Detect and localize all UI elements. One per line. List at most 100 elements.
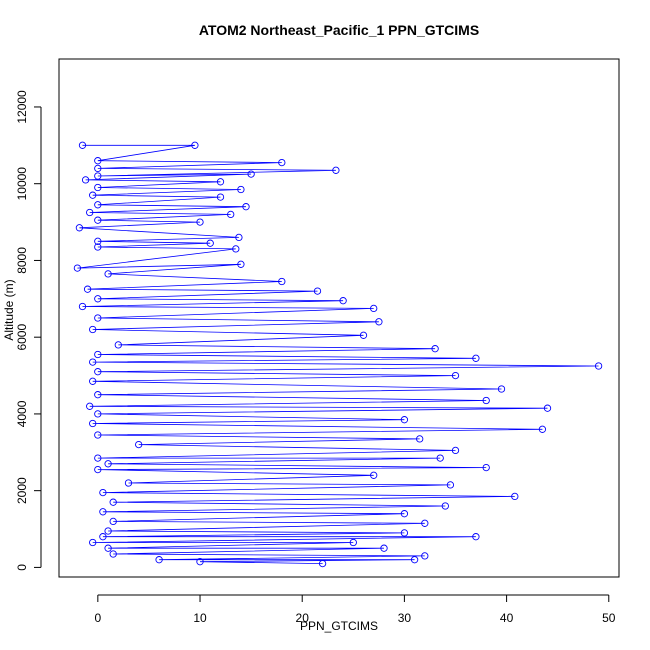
y-axis-label: Altitude (m) [2, 279, 16, 340]
y-tick-label: 8000 [15, 247, 29, 274]
data-point [94, 410, 102, 418]
data-point [349, 538, 357, 547]
data-point [81, 176, 90, 184]
data-point [242, 203, 250, 211]
x-axis: 0 10 20 30 40 50 [94, 594, 616, 625]
data-point [375, 318, 383, 326]
data-point [89, 358, 97, 366]
data-point [543, 404, 552, 412]
data-point [410, 556, 419, 564]
data-point [109, 498, 117, 506]
data-point [75, 224, 84, 232]
data-point [86, 208, 94, 217]
data-point [594, 362, 603, 370]
data-point [94, 216, 102, 224]
data-point [538, 425, 547, 433]
data-point [216, 178, 225, 186]
data-point [94, 454, 102, 462]
data-point [446, 481, 455, 489]
data-point [196, 558, 204, 566]
data-point [94, 431, 102, 439]
data-point [196, 218, 204, 226]
chart-title: ATOM2 Northeast_Pacific_1 PPN_GTCIMS [199, 22, 479, 38]
data-point [332, 166, 340, 174]
data-point [472, 533, 480, 541]
data-point [94, 314, 102, 322]
data-point [421, 519, 429, 527]
data-point [124, 479, 133, 487]
data-point [94, 183, 102, 192]
data-point [278, 277, 286, 286]
x-axis-label: PPN_GTCIMS [300, 619, 378, 633]
data-point [482, 396, 490, 405]
data-point [99, 508, 107, 516]
data-point [206, 239, 214, 247]
data-point [83, 285, 92, 293]
y-axis: 0 2000 4000 6000 8000 10000 12000 [15, 90, 42, 571]
data-point [482, 463, 490, 472]
data-point [89, 191, 97, 199]
data-point [313, 287, 322, 295]
data-point [451, 371, 460, 380]
y-tick-label: 10000 [15, 167, 29, 201]
data-point [94, 295, 102, 303]
data-point [318, 559, 327, 568]
data-point [94, 164, 102, 173]
data-point [370, 304, 378, 313]
data-point [99, 533, 107, 541]
data-point [416, 435, 424, 443]
data-point [109, 550, 117, 558]
x-tick-label: 0 [94, 611, 101, 625]
data-point [78, 141, 87, 149]
data-point [104, 270, 112, 278]
x-tick-label: 10 [193, 611, 207, 625]
data-point [114, 341, 122, 349]
data-point [247, 170, 255, 178]
y-tick-label: 6000 [15, 324, 29, 351]
data-point [278, 158, 286, 167]
data-point [155, 556, 163, 564]
data-point [441, 502, 449, 510]
data-point [235, 233, 243, 242]
plot-frame [58, 58, 620, 578]
data-point [94, 243, 102, 251]
data-point [436, 454, 444, 462]
plot-area [73, 141, 603, 568]
y-tick-label: 0 [15, 564, 29, 571]
x-tick-label: 20 [296, 611, 310, 625]
data-point [86, 402, 94, 410]
data-point [135, 440, 143, 449]
data-point [237, 260, 245, 268]
data-point [237, 185, 245, 194]
data-point [94, 172, 102, 180]
data-point [472, 354, 480, 362]
data-point [109, 517, 117, 526]
data-point [227, 210, 235, 219]
data-point [339, 297, 347, 305]
data-point [104, 544, 112, 552]
data-point [78, 302, 87, 311]
data-point [104, 527, 112, 535]
x-tick-label: 30 [398, 611, 412, 625]
data-point [94, 368, 102, 376]
x-tick-label: 50 [602, 611, 616, 625]
data-point [94, 157, 102, 165]
series-line [77, 144, 599, 564]
data-point [94, 201, 102, 209]
y-tick-label: 12000 [15, 90, 29, 124]
data-point [191, 141, 199, 149]
data-point [89, 538, 97, 547]
data-point [421, 552, 429, 560]
data-point [94, 465, 102, 474]
data-point [400, 416, 409, 424]
y-tick-label: 4000 [15, 400, 29, 427]
data-point [359, 331, 368, 339]
data-point [400, 529, 409, 537]
data-point [497, 385, 506, 393]
data-point [380, 544, 388, 552]
data-point [94, 237, 102, 245]
data-point [104, 460, 112, 468]
y-tick-label: 2000 [15, 477, 29, 504]
data-point [73, 264, 82, 272]
